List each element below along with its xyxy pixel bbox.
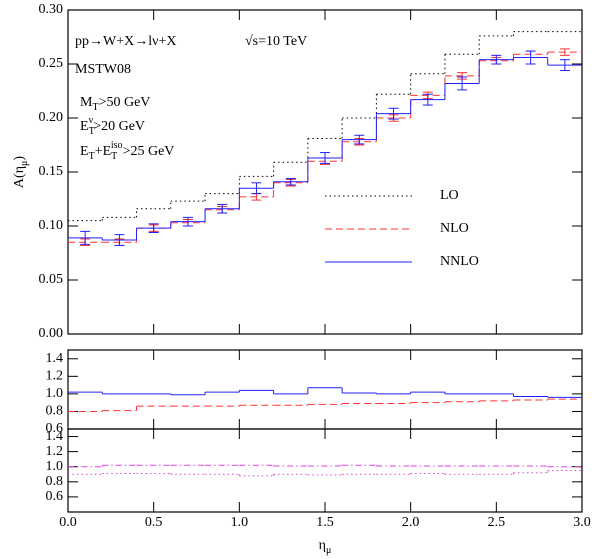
- error-bar: [559, 59, 570, 71]
- y-tick-label: 0.6: [46, 421, 64, 436]
- error-bar: [354, 134, 365, 145]
- error-bar: [320, 152, 330, 164]
- text-part: μ: [19, 161, 30, 166]
- text-part: >50 GeV: [99, 95, 151, 110]
- text-part: >25 GeV: [123, 144, 175, 159]
- text-part: T: [89, 126, 95, 137]
- annotation: √s=10 TeV: [245, 34, 307, 49]
- plot-frame: [67, 428, 583, 513]
- annotation: pp→W+X→lν+X: [75, 34, 176, 49]
- text-part: ν: [89, 115, 94, 126]
- error-bar: [251, 182, 262, 195]
- y-tick-label: 1.4: [46, 351, 64, 366]
- error-bar: [491, 54, 502, 65]
- y-tick-label: 0.8: [46, 404, 64, 419]
- y-tick-label: 1.0: [46, 386, 64, 401]
- error-bar: [217, 203, 228, 214]
- x-tick-label: 1.5: [316, 515, 334, 530]
- y-tick-label: 1.2: [46, 444, 64, 459]
- annotation: ETν>20 GeV: [80, 115, 145, 137]
- legend-label: NNLO: [440, 254, 479, 269]
- x-tick-label: 0.5: [145, 515, 163, 530]
- text-part: ): [12, 156, 27, 161]
- annotation: MSTW08: [75, 62, 131, 77]
- text-part: E: [80, 144, 89, 159]
- plot-frame: [67, 9, 583, 335]
- x-tick-label: 2.0: [402, 515, 420, 530]
- text-part: √s=10 TeV: [245, 34, 307, 49]
- error-bar: [422, 93, 433, 106]
- error-bar: [80, 230, 91, 245]
- text-part: T: [92, 102, 98, 113]
- text-part: T: [89, 151, 95, 162]
- y-tick-label: 1.2: [46, 369, 64, 384]
- text-part: iso: [111, 140, 123, 151]
- y-tick-label: 0.30: [39, 2, 64, 17]
- text-part: +E: [95, 144, 111, 159]
- error-bar: [457, 76, 468, 91]
- error-bar: [148, 223, 159, 233]
- plot-frame: [67, 349, 583, 430]
- error-bar: [182, 216, 193, 227]
- y-axis-label: A(ημ): [12, 156, 30, 188]
- x-tick-label: 2.5: [488, 515, 506, 530]
- legend-label: LO: [440, 188, 459, 203]
- y-tick-label: 1.4: [46, 429, 64, 444]
- text-part: >20 GeV: [93, 119, 145, 134]
- error-bar: [559, 48, 570, 56]
- y-tick-label: 0.05: [39, 272, 64, 287]
- annotation: ET+ETiso>25 GeV: [80, 140, 174, 162]
- annotation: MT>50 GeV: [80, 95, 150, 113]
- x-tick-label: 1.0: [231, 515, 249, 530]
- x-axis-label: ημ: [319, 538, 332, 556]
- y-tick-label: 0.10: [39, 218, 64, 233]
- y-tick-label: 1.0: [46, 459, 64, 474]
- y-tick-label: 0.6: [46, 489, 64, 504]
- error-bar: [285, 177, 296, 186]
- y-tick-label: 0.00: [39, 326, 64, 341]
- x-tick-label: 3.0: [573, 515, 591, 530]
- y-tick-label: 0.8: [46, 474, 64, 489]
- text-part: MSTW08: [75, 62, 131, 77]
- x-tick-label: 0.0: [59, 515, 77, 530]
- y-tick-label: 0.25: [39, 56, 64, 71]
- text-part: η: [319, 538, 326, 553]
- text-part: T: [111, 151, 117, 162]
- error-bar: [114, 234, 125, 246]
- error-bar: [525, 50, 536, 65]
- text-part: pp→W+X→lν+X: [75, 34, 176, 49]
- text-part: M: [80, 95, 93, 110]
- y-tick-label: 0.15: [39, 164, 64, 179]
- error-bar: [388, 107, 399, 120]
- text-part: A(η: [12, 166, 27, 188]
- text-part: μ: [326, 545, 331, 556]
- y-tick-label: 0.20: [39, 110, 64, 125]
- text-part: E: [80, 119, 89, 134]
- legend-label: NLO: [440, 221, 469, 236]
